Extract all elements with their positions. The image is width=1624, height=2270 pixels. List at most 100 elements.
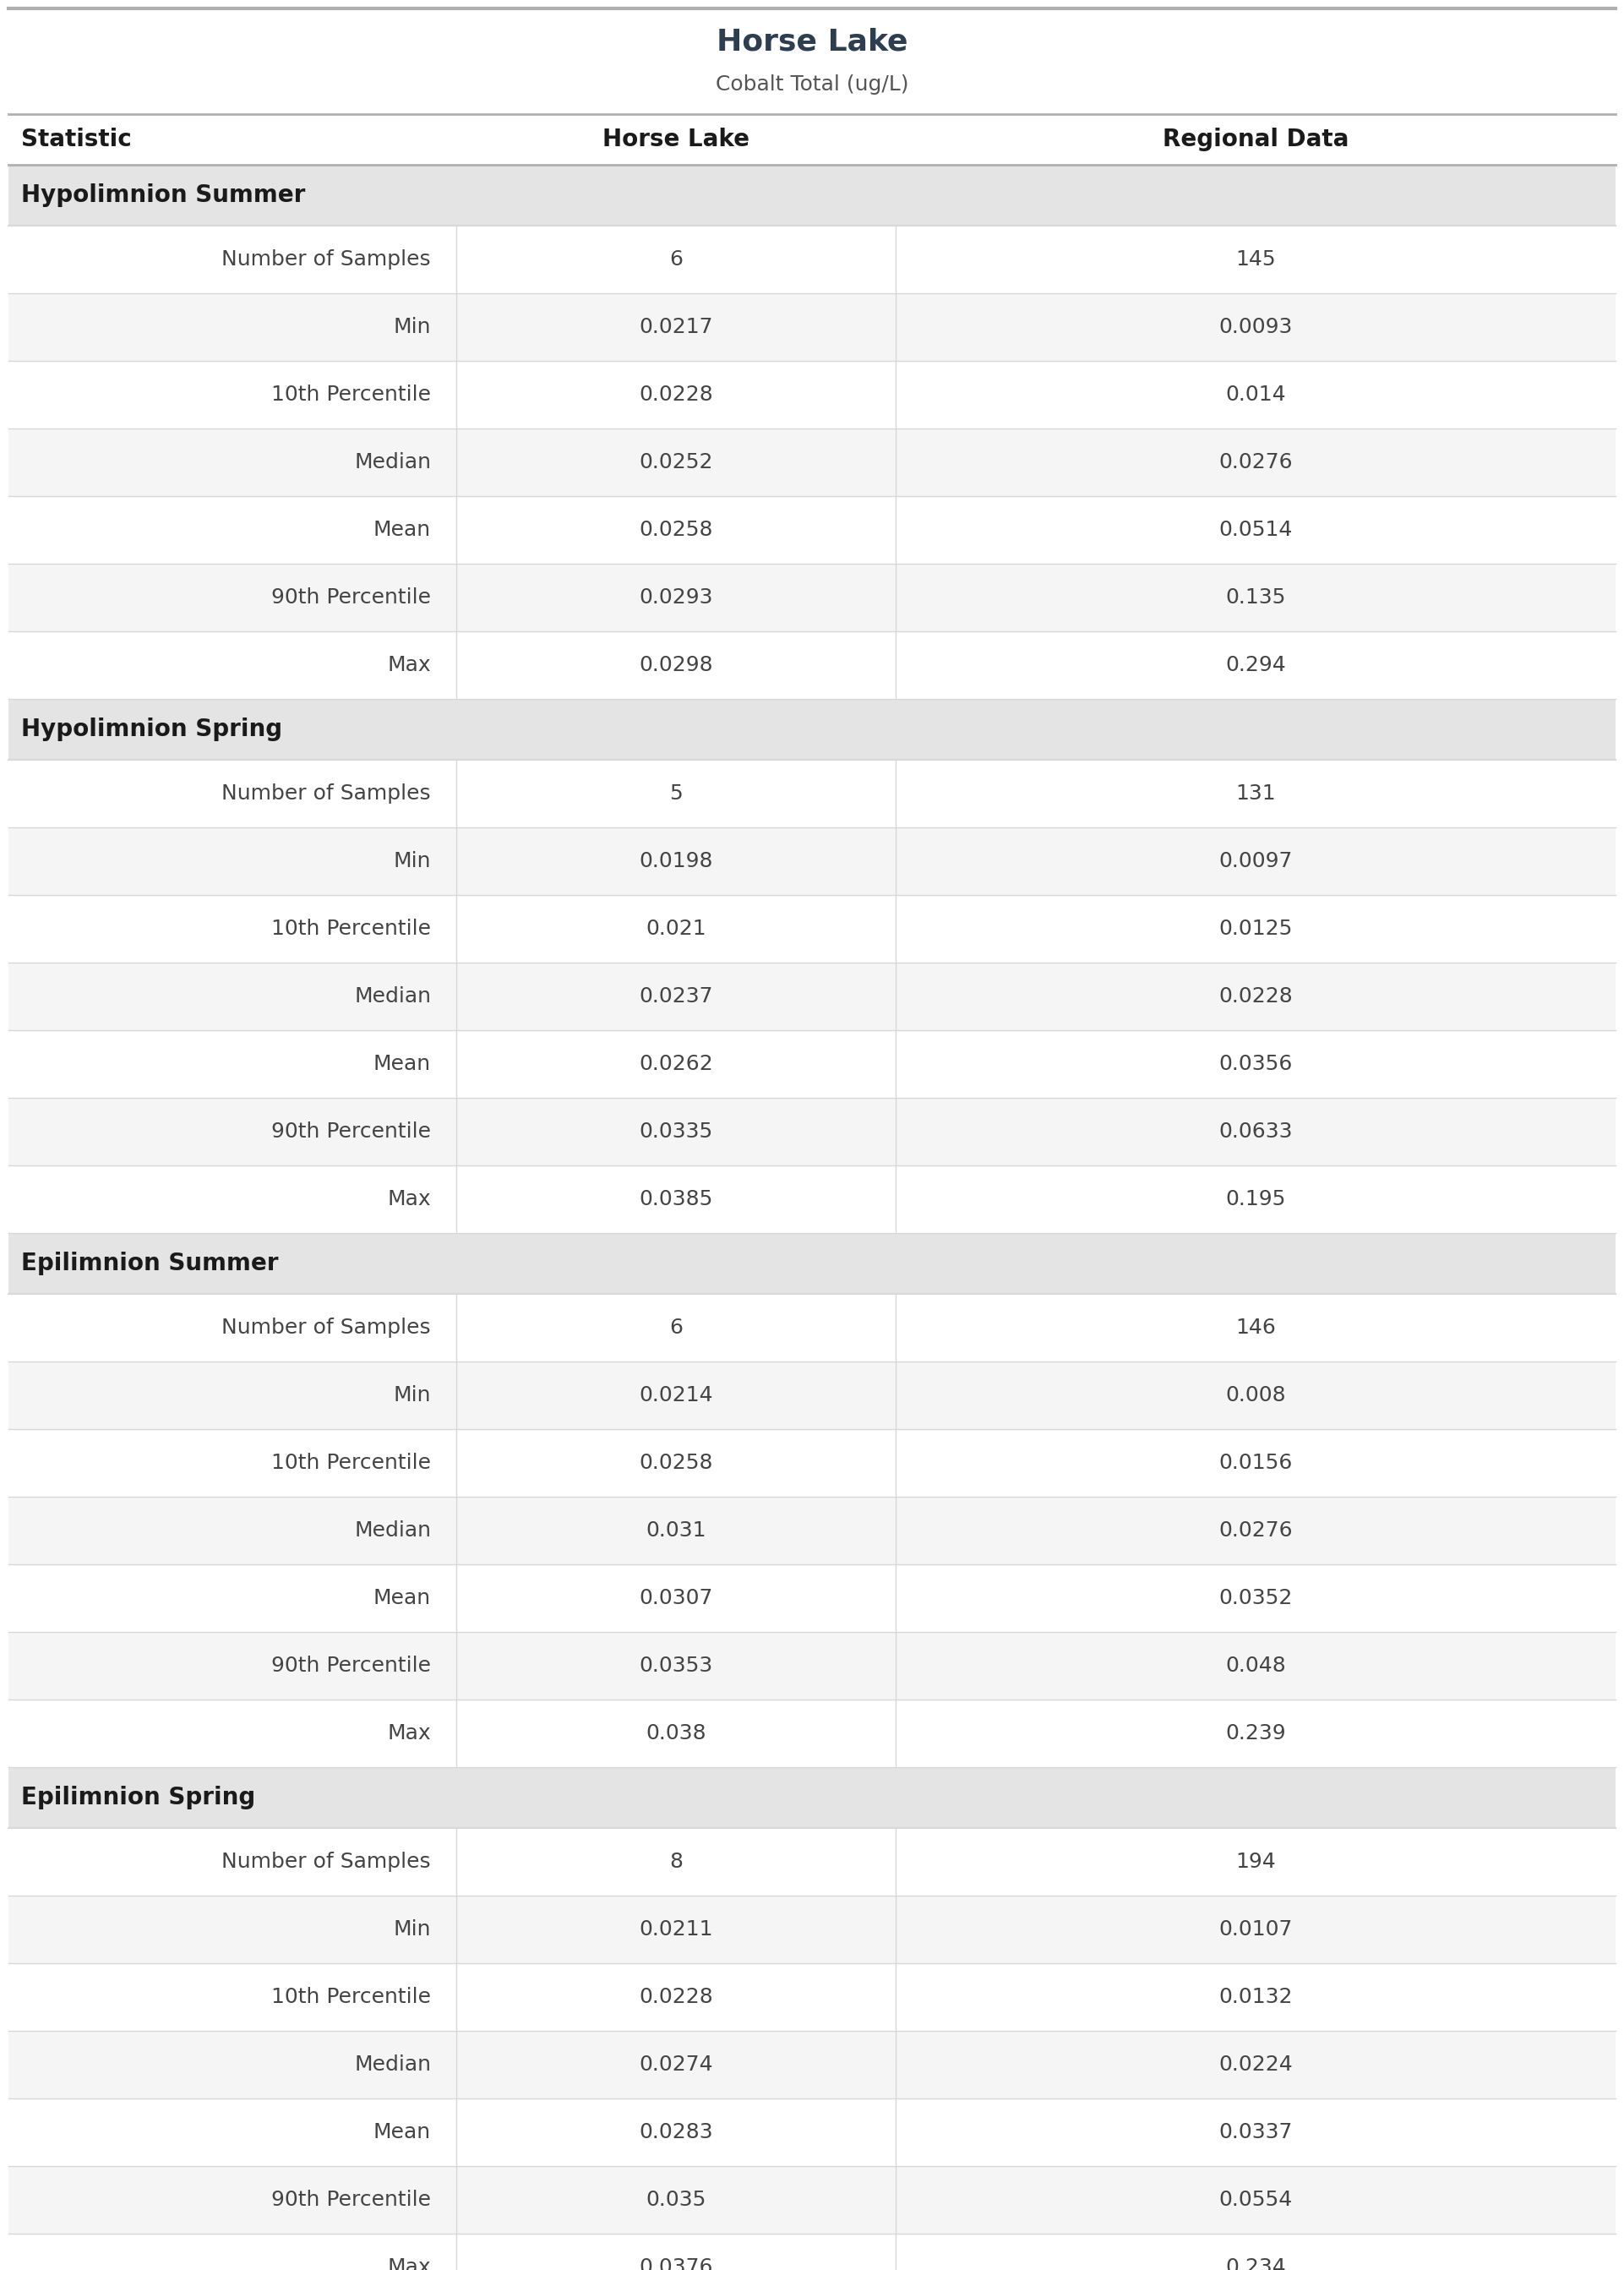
Text: 0.0097: 0.0097 <box>1218 851 1293 872</box>
Text: 10th Percentile: 10th Percentile <box>271 384 430 404</box>
Text: 5: 5 <box>669 783 682 804</box>
Text: Max: Max <box>387 1189 430 1210</box>
Text: Cobalt Total (ug/L): Cobalt Total (ug/L) <box>716 75 908 95</box>
Text: 10th Percentile: 10th Percentile <box>271 1453 430 1473</box>
Text: 0.0356: 0.0356 <box>1218 1053 1293 1074</box>
Text: Median: Median <box>354 2054 430 2075</box>
Text: 0.0258: 0.0258 <box>638 520 713 540</box>
Text: Median: Median <box>354 452 430 472</box>
Text: 0.0376: 0.0376 <box>638 2256 713 2270</box>
Bar <box>8 1496 1616 1564</box>
Text: 0.0283: 0.0283 <box>638 2122 713 2143</box>
Text: Number of Samples: Number of Samples <box>222 1852 430 1873</box>
Bar <box>8 1964 1616 2032</box>
Text: 0.0211: 0.0211 <box>638 1918 713 1939</box>
Text: 0.0107: 0.0107 <box>1218 1918 1293 1939</box>
Bar <box>8 760 1616 826</box>
Text: Min: Min <box>393 851 430 872</box>
Bar <box>8 1233 1616 1294</box>
Text: 0.014: 0.014 <box>1226 384 1286 404</box>
Bar <box>8 699 1616 760</box>
Text: 0.0156: 0.0156 <box>1218 1453 1293 1473</box>
Text: Median: Median <box>354 985 430 1006</box>
Text: Horse Lake: Horse Lake <box>716 27 908 57</box>
Text: 0.0224: 0.0224 <box>1218 2054 1293 2075</box>
Text: 0.0307: 0.0307 <box>640 1589 713 1607</box>
Text: 10th Percentile: 10th Percentile <box>271 919 430 940</box>
Text: 90th Percentile: 90th Percentile <box>271 1121 430 1142</box>
Text: 0.294: 0.294 <box>1224 656 1286 674</box>
Bar <box>8 1895 1616 1964</box>
Bar <box>8 2097 1616 2166</box>
Text: Horse Lake: Horse Lake <box>603 127 749 152</box>
Bar <box>8 2032 1616 2097</box>
Text: 0.0385: 0.0385 <box>640 1189 713 1210</box>
Text: 0.135: 0.135 <box>1226 588 1286 608</box>
Text: 0.0228: 0.0228 <box>1218 985 1293 1006</box>
Text: 0.0274: 0.0274 <box>638 2054 713 2075</box>
Text: Number of Samples: Number of Samples <box>222 250 430 270</box>
Text: 0.0258: 0.0258 <box>638 1453 713 1473</box>
Bar <box>8 1827 1616 1895</box>
Bar <box>8 962 1616 1031</box>
Text: Mean: Mean <box>374 520 430 540</box>
Bar <box>8 631 1616 699</box>
Text: 0.0132: 0.0132 <box>1218 1986 1293 2007</box>
Text: 0.0298: 0.0298 <box>638 656 713 674</box>
Text: 0.0554: 0.0554 <box>1218 2191 1293 2211</box>
Bar <box>8 1165 1616 1233</box>
Text: 0.0353: 0.0353 <box>640 1655 713 1675</box>
Text: Hypolimnion Spring: Hypolimnion Spring <box>21 717 283 742</box>
Text: Max: Max <box>387 656 430 674</box>
Text: 146: 146 <box>1236 1317 1276 1337</box>
Text: Number of Samples: Number of Samples <box>222 1317 430 1337</box>
Text: 0.0335: 0.0335 <box>640 1121 713 1142</box>
Text: 0.0293: 0.0293 <box>638 588 713 608</box>
Text: Max: Max <box>387 1723 430 1743</box>
Text: 0.031: 0.031 <box>646 1521 706 1541</box>
Text: Mean: Mean <box>374 2122 430 2143</box>
Text: Statistic: Statistic <box>21 127 132 152</box>
Bar <box>8 361 1616 429</box>
Text: 10th Percentile: 10th Percentile <box>271 1986 430 2007</box>
Text: 194: 194 <box>1236 1852 1276 1873</box>
Text: 0.0514: 0.0514 <box>1218 520 1293 540</box>
Text: 0.0214: 0.0214 <box>638 1385 713 1405</box>
Text: 145: 145 <box>1236 250 1276 270</box>
Text: 0.048: 0.048 <box>1224 1655 1286 1675</box>
Text: 0.0198: 0.0198 <box>638 851 713 872</box>
Bar <box>8 1031 1616 1099</box>
Text: 131: 131 <box>1236 783 1276 804</box>
Bar <box>8 563 1616 631</box>
Text: 0.038: 0.038 <box>646 1723 706 1743</box>
Text: 0.0262: 0.0262 <box>638 1053 713 1074</box>
Text: 0.0228: 0.0228 <box>638 1986 713 2007</box>
Text: 0.0276: 0.0276 <box>1218 452 1293 472</box>
Text: 0.0276: 0.0276 <box>1218 1521 1293 1541</box>
Text: Min: Min <box>393 1385 430 1405</box>
Text: 0.0252: 0.0252 <box>638 452 713 472</box>
Text: 8: 8 <box>669 1852 682 1873</box>
Bar <box>8 429 1616 497</box>
Text: Number of Samples: Number of Samples <box>222 783 430 804</box>
Text: 0.0352: 0.0352 <box>1218 1589 1293 1607</box>
Text: 0.0217: 0.0217 <box>638 318 713 338</box>
Bar <box>8 497 1616 563</box>
Text: Max: Max <box>387 2256 430 2270</box>
Bar <box>8 1430 1616 1496</box>
Text: 0.008: 0.008 <box>1226 1385 1286 1405</box>
Text: 0.234: 0.234 <box>1224 2256 1286 2270</box>
Bar <box>8 225 1616 293</box>
Text: 90th Percentile: 90th Percentile <box>271 1655 430 1675</box>
Text: Min: Min <box>393 318 430 338</box>
Text: Epilimnion Spring: Epilimnion Spring <box>21 1786 255 1809</box>
Bar <box>8 1564 1616 1632</box>
Text: Regional Data: Regional Data <box>1163 127 1348 152</box>
Bar <box>8 293 1616 361</box>
Bar <box>8 1632 1616 1700</box>
Bar <box>8 894 1616 962</box>
Text: Mean: Mean <box>374 1589 430 1607</box>
Bar <box>8 2166 1616 2234</box>
Bar <box>8 2234 1616 2270</box>
Text: 0.239: 0.239 <box>1226 1723 1286 1743</box>
